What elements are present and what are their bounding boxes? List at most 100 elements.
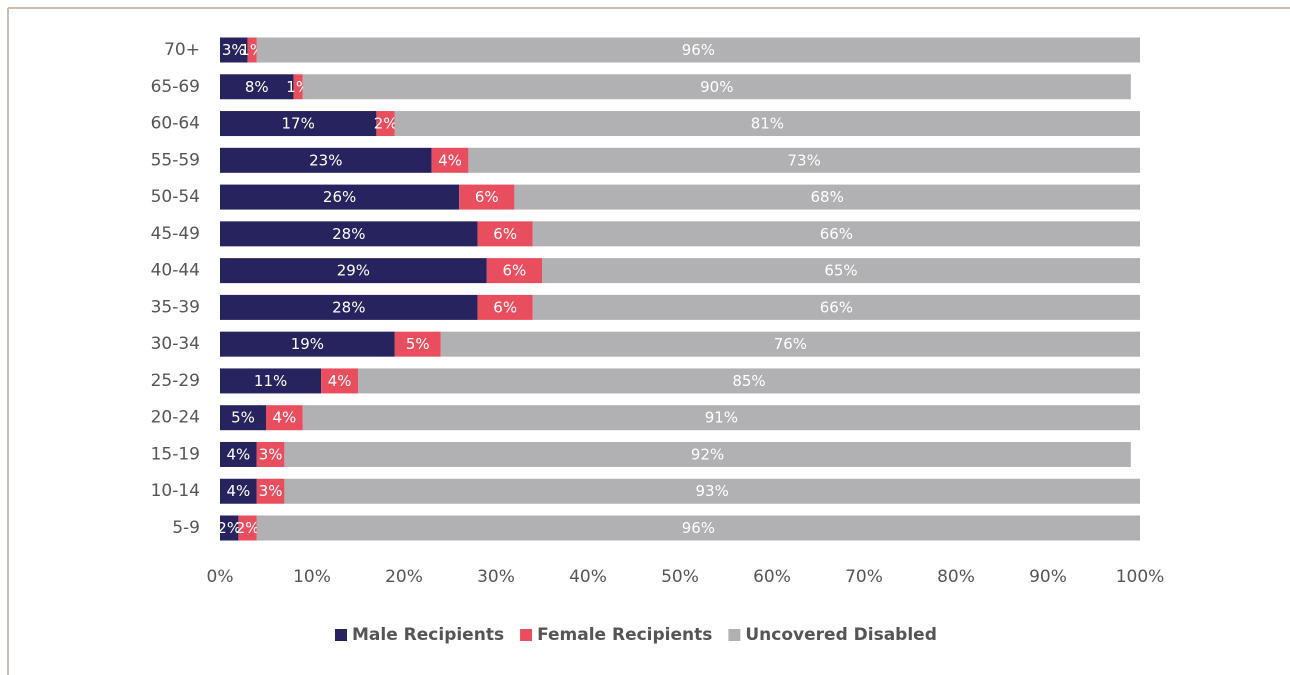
value-label: 66% — [820, 225, 853, 243]
bar-segment — [220, 478, 257, 504]
x-tick-label: 80% — [937, 567, 975, 587]
bar-segment — [532, 294, 1140, 320]
value-label: 4% — [227, 445, 251, 463]
y-tick-label: 25-29 — [151, 371, 200, 391]
bar-segment — [459, 184, 515, 210]
bar-segment — [376, 111, 395, 137]
y-tick-label: 5-9 — [172, 518, 200, 538]
bar-segment — [302, 74, 1131, 100]
value-label: 66% — [820, 298, 853, 316]
x-tick-label: 70% — [845, 567, 883, 587]
value-label: 93% — [696, 482, 729, 500]
bar-segment — [238, 515, 257, 541]
legend-label: Uncovered Disabled — [745, 625, 937, 645]
bar-segment — [358, 368, 1140, 394]
value-label: 2% — [236, 519, 260, 537]
y-tick-label: 65-69 — [151, 77, 200, 97]
value-label: 6% — [475, 188, 499, 206]
legend-swatch — [335, 629, 347, 641]
bar-segment — [256, 478, 285, 504]
bar-segment — [394, 111, 1140, 137]
value-label: 17% — [282, 115, 315, 133]
value-label: 23% — [309, 151, 342, 169]
value-label: 81% — [751, 115, 784, 133]
legend-label: Male Recipients — [352, 625, 504, 645]
y-tick-label: 10-14 — [151, 481, 200, 501]
bar-segment — [220, 405, 266, 431]
value-label: 11% — [254, 372, 287, 390]
value-label: 4% — [328, 372, 352, 390]
bar-segment — [321, 368, 358, 394]
value-label: 96% — [682, 519, 715, 537]
y-tick-label: 55-59 — [151, 150, 200, 170]
y-tick-label: 70+ — [164, 40, 200, 60]
value-label: 6% — [493, 298, 517, 316]
value-label: 90% — [700, 78, 733, 96]
legend-swatch — [728, 629, 741, 641]
bar-segment — [256, 515, 1140, 541]
x-tick-label: 50% — [661, 567, 699, 587]
bar-segment — [220, 111, 377, 137]
bar-segment — [220, 368, 322, 394]
y-tick-label: 45-49 — [151, 224, 200, 244]
x-tick-label: 10% — [293, 567, 331, 587]
y-tick-label: 60-64 — [151, 114, 200, 134]
bar-segment — [266, 405, 303, 431]
value-label: 28% — [332, 225, 365, 243]
value-label: 92% — [691, 445, 724, 463]
value-label: 3% — [259, 482, 283, 500]
value-label: 65% — [824, 262, 857, 280]
bar-segment — [284, 441, 1131, 467]
value-label: 28% — [332, 298, 365, 316]
value-label: 5% — [231, 409, 255, 427]
value-label: 85% — [732, 372, 765, 390]
y-tick-label: 40-44 — [151, 261, 200, 281]
bar-segment — [293, 74, 303, 100]
bar-segment — [431, 147, 469, 173]
bar-segment — [220, 258, 487, 284]
value-label: 6% — [493, 225, 517, 243]
x-tick-label: 40% — [569, 567, 607, 587]
bar-segment — [486, 258, 542, 284]
bar-segment — [220, 515, 239, 541]
bar-segment — [220, 221, 478, 247]
value-label: 73% — [788, 151, 821, 169]
bar-segment — [477, 221, 533, 247]
value-label: 3% — [222, 41, 246, 59]
value-label: 4% — [438, 151, 462, 169]
value-label: 96% — [682, 41, 715, 59]
value-label: 5% — [406, 335, 430, 353]
value-label: 2% — [374, 115, 398, 133]
bar-segment — [256, 441, 285, 467]
bar-segment — [468, 147, 1140, 173]
value-label: 91% — [705, 409, 738, 427]
bar-segment — [256, 37, 1140, 63]
x-tick-label: 0% — [207, 567, 234, 587]
value-label: 8% — [245, 78, 269, 96]
value-label: 3% — [259, 445, 283, 463]
y-tick-label: 15-19 — [151, 444, 200, 464]
bar-segment — [440, 331, 1140, 357]
bar-segment — [302, 405, 1140, 431]
bar-segment — [532, 221, 1140, 247]
x-tick-label: 100% — [1116, 567, 1165, 587]
legend-label: Female Recipients — [537, 625, 712, 645]
value-label: 26% — [323, 188, 356, 206]
bar-segment — [220, 147, 432, 173]
value-label: 6% — [503, 262, 527, 280]
value-label: 76% — [774, 335, 807, 353]
bar-segment — [284, 478, 1140, 504]
bar-segment — [514, 184, 1140, 210]
bar-segment — [220, 331, 395, 357]
y-tick-label: 35-39 — [151, 297, 200, 317]
x-tick-label: 20% — [385, 567, 423, 587]
x-tick-label: 30% — [477, 567, 515, 587]
legend-swatch — [520, 629, 533, 641]
y-tick-label: 30-34 — [151, 334, 200, 354]
bar-segment — [220, 37, 248, 63]
bar-segment — [542, 258, 1140, 284]
value-label: 29% — [337, 262, 370, 280]
bar-segment — [220, 294, 478, 320]
